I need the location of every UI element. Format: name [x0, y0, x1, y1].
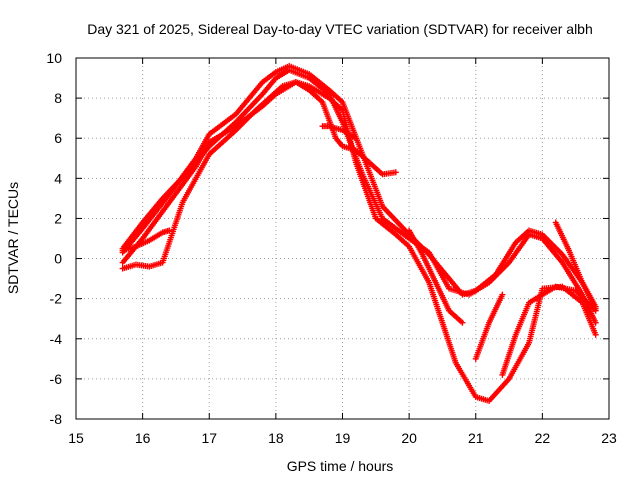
y-tick-label: 6	[54, 130, 62, 146]
x-tick-label: 22	[535, 430, 551, 446]
x-axis-label: GPS time / hours	[287, 458, 394, 474]
series-track-c	[119, 67, 599, 326]
series-track-h	[472, 291, 506, 362]
y-tick-label: 10	[46, 50, 62, 66]
y-tick-label: 0	[54, 251, 62, 267]
y-tick-labels: -8 -6 -4 -2 0 2 4 6 8 10	[46, 50, 62, 427]
grid-lines	[76, 58, 609, 419]
data-point	[459, 319, 466, 326]
data-point	[592, 331, 599, 338]
y-tick-label: -2	[50, 291, 63, 307]
data-point	[592, 319, 599, 326]
plot-frame	[75, 57, 610, 420]
y-tick-label: 2	[54, 210, 62, 226]
x-tick-label: 17	[201, 430, 217, 446]
series-track-f	[319, 123, 359, 142]
y-axis-label: SDTVAR / TECUs	[5, 182, 21, 294]
y-tick-label: -6	[50, 371, 63, 387]
y-tick-label: -4	[50, 331, 63, 347]
x-tick-label: 21	[468, 430, 484, 446]
data-point	[499, 291, 506, 298]
data-point	[166, 227, 173, 234]
y-tick-label: 4	[54, 170, 62, 186]
x-tick-label: 20	[401, 430, 417, 446]
data-points	[119, 63, 599, 404]
chart-title: Day 321 of 2025, Sidereal Day-to-day VTE…	[87, 21, 593, 37]
x-tick-label: 15	[68, 430, 84, 446]
y-tick-label: 8	[54, 90, 62, 106]
x-tick-labels: 15 16 17 18 19 20 21 22 23	[68, 430, 617, 446]
series-track-g	[406, 227, 466, 326]
series-track-j	[552, 219, 599, 310]
series-track-d	[119, 79, 399, 272]
y-tick-label: -8	[50, 411, 63, 427]
x-tick-label: 19	[335, 430, 351, 446]
axis-ticks	[75, 57, 610, 420]
series-track-e	[119, 227, 173, 254]
series-track-i	[499, 283, 599, 378]
data-point	[592, 303, 599, 310]
x-tick-label: 16	[135, 430, 151, 446]
x-tick-label: 23	[601, 430, 617, 446]
data-point	[392, 169, 399, 176]
data-point	[352, 135, 359, 142]
x-tick-label: 18	[268, 430, 284, 446]
